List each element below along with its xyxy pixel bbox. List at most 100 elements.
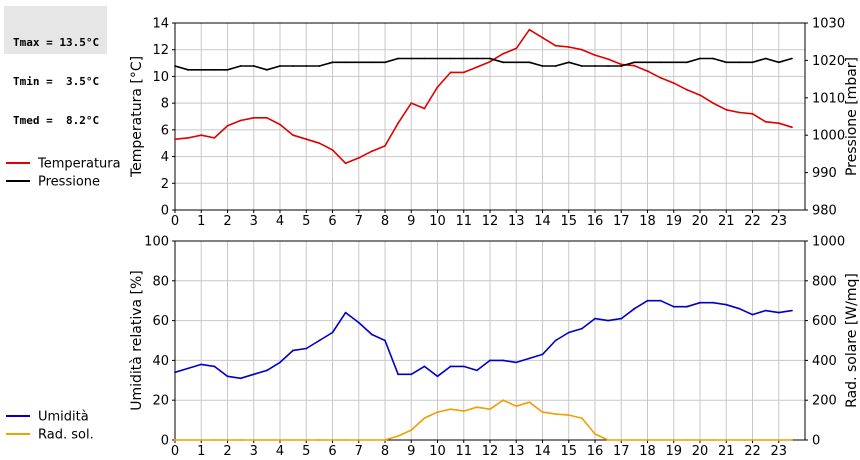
data-point: [607, 65, 609, 67]
x-tick-label: 14: [534, 214, 551, 229]
y-tick-label: 8: [161, 97, 169, 112]
data-point: [357, 321, 360, 324]
y2-tick-label: 600: [812, 314, 837, 329]
data-point: [187, 137, 190, 139]
data-point: [174, 371, 176, 374]
y-tick-label: 80: [152, 274, 169, 289]
data-point: [725, 108, 728, 111]
data-point: [331, 331, 334, 334]
data-point: [594, 65, 596, 67]
x-tick-label: 10: [429, 444, 446, 459]
x-tick-label: 7: [355, 214, 363, 229]
data-point: [594, 433, 596, 435]
y2-tick-label: 800: [812, 274, 837, 289]
data-point: [620, 65, 623, 67]
x-tick-label: 23: [770, 444, 787, 459]
x-tick-label: 19: [665, 444, 682, 459]
legend-label: Rad. sol.: [38, 428, 94, 443]
x-tick-label: 22: [744, 444, 761, 459]
data-point: [397, 435, 399, 437]
data-point: [252, 439, 255, 441]
data-point: [252, 65, 255, 67]
data-point: [699, 57, 701, 60]
data-point: [581, 48, 583, 51]
x-tick-label: 1: [197, 214, 205, 229]
x-tick-label: 17: [613, 444, 630, 459]
data-point: [502, 52, 504, 55]
data-point: [266, 116, 268, 119]
y2-tick-label: 1020: [812, 54, 845, 69]
data-point: [449, 408, 452, 411]
data-point: [476, 57, 478, 60]
data-point: [371, 439, 373, 441]
y-tick-label: 40: [152, 354, 169, 369]
data-point: [764, 439, 767, 441]
data-point: [397, 57, 399, 60]
data-point: [672, 305, 675, 308]
data-point: [200, 363, 203, 366]
x-tick-label: 20: [692, 214, 709, 229]
data-point: [712, 57, 714, 60]
data-point: [331, 149, 334, 151]
data-point: [371, 150, 373, 153]
data-point: [712, 439, 714, 441]
data-point: [344, 162, 347, 165]
y2-axis-title: Rad. solare [W/mq]: [844, 273, 860, 408]
data-point: [200, 134, 203, 137]
data-point: [502, 359, 504, 362]
data-point: [187, 439, 190, 441]
data-point: [266, 68, 268, 71]
data-point: [764, 57, 767, 60]
y-tick-label: 0: [161, 204, 169, 219]
data-point: [594, 54, 596, 56]
x-tick-label: 21: [718, 444, 735, 459]
y-tick-label: 6: [161, 123, 169, 138]
x-tick-label: 19: [665, 214, 682, 229]
data-point: [279, 123, 281, 126]
data-point: [449, 71, 452, 74]
x-tick-label: 7: [355, 444, 363, 459]
data-point: [462, 57, 465, 60]
data-point: [410, 373, 413, 376]
data-point: [436, 57, 439, 60]
data-point: [567, 61, 570, 64]
data-point: [659, 299, 662, 302]
data-point: [738, 61, 741, 64]
data-point: [686, 61, 688, 64]
data-point: [646, 70, 649, 72]
x-tick-label: 9: [407, 214, 415, 229]
data-point: [436, 375, 439, 378]
data-point: [686, 439, 688, 441]
x-tick-label: 16: [587, 444, 604, 459]
data-point: [672, 82, 675, 84]
legend-label: Temperatura: [37, 157, 121, 172]
data-point: [646, 299, 649, 302]
data-point: [502, 61, 504, 64]
data-point: [305, 347, 308, 350]
chart-panel-1: 0 1 2 3 4 5 6 7 8 9 10 11 12 13 14 15 16 17 18 19 20 21 22 2302…: [6, 17, 860, 229]
data-point: [541, 36, 544, 39]
data-point: [384, 61, 386, 64]
x-tick-label: 15: [560, 214, 577, 229]
data-point: [567, 414, 570, 416]
data-point: [725, 439, 728, 441]
data-point: [279, 361, 281, 364]
data-point: [489, 60, 491, 63]
data-point: [554, 44, 557, 47]
stats-box: Tmax = 13.5°C Tmin = 3.5°C Tmed = 8.2°C: [4, 6, 107, 127]
y2-tick-label: 1000: [812, 129, 845, 144]
x-tick-label: 2: [223, 444, 231, 459]
data-point: [489, 57, 491, 60]
x-tick-label: 4: [276, 214, 284, 229]
y2-axis-title: Pressione [mbar]: [844, 57, 860, 176]
x-tick-label: 9: [407, 444, 415, 459]
data-point: [581, 65, 583, 67]
x-tick-label: 21: [718, 214, 735, 229]
data-point: [633, 64, 636, 67]
data-point: [791, 57, 793, 60]
y2-tick-label: 990: [812, 166, 837, 181]
data-point: [791, 439, 793, 441]
data-point: [174, 439, 176, 441]
series-line-umidit-: [174, 299, 793, 380]
data-point: [554, 413, 557, 415]
